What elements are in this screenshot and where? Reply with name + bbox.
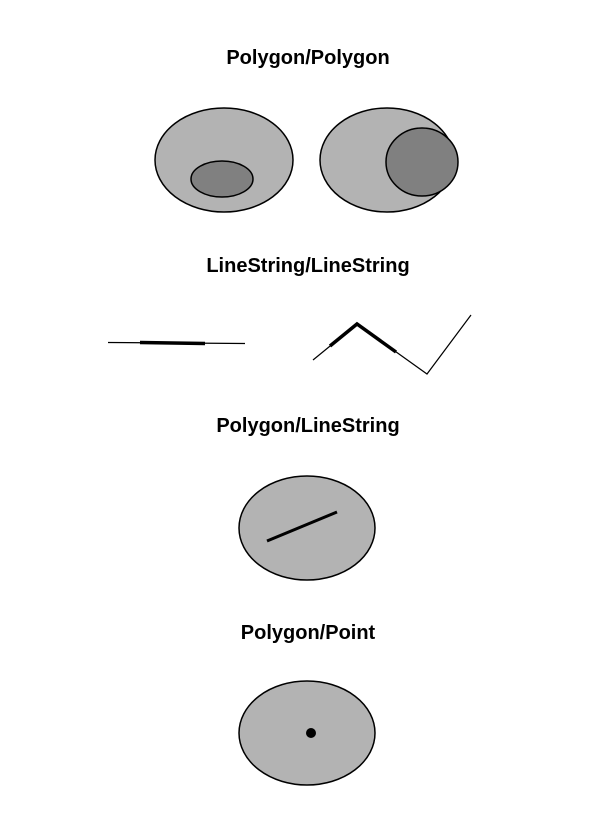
polygon-overlaps-polygon-figure xyxy=(319,107,459,213)
base-polyline xyxy=(312,314,472,375)
overlapping-polyline xyxy=(328,321,398,354)
polygon xyxy=(238,475,376,581)
linestring-linestring-heading: LineString/LineString xyxy=(206,255,410,277)
polygon-contains-polygon-figure xyxy=(154,107,294,213)
linestring-overlap-straight-figure xyxy=(107,340,246,346)
polygon-linestring-heading: Polygon/LineString xyxy=(216,415,400,437)
inner-polygon xyxy=(190,160,254,198)
linestring xyxy=(266,510,338,543)
polygon-contains-point-figure xyxy=(238,680,376,786)
polygon-contains-linestring-figure xyxy=(238,475,376,581)
polygon-point-heading: Polygon/Point xyxy=(240,622,376,644)
linestring-overlap-polyline-figure xyxy=(312,314,472,375)
overlapping-polygon xyxy=(385,127,459,197)
overlapping-segment xyxy=(139,340,206,346)
polygon-polygon-heading: Polygon/Polygon xyxy=(226,47,390,69)
point xyxy=(306,728,316,738)
outer-polygon xyxy=(154,107,294,213)
